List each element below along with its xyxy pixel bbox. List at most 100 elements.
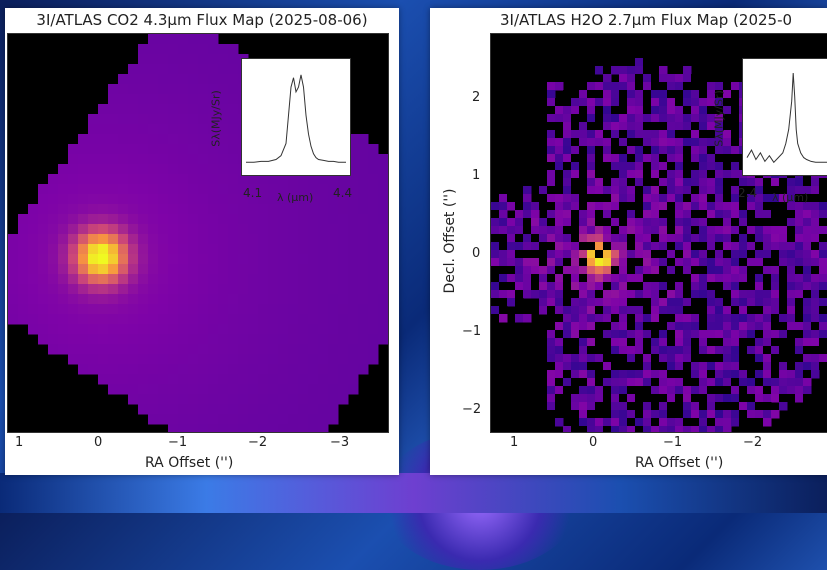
heatmap-cell	[218, 304, 229, 315]
heatmap-cell	[228, 364, 239, 375]
heatmap-cell	[747, 378, 756, 387]
heatmap-cell	[547, 170, 556, 179]
heatmap-cell	[523, 218, 532, 227]
heatmap-cell	[515, 266, 524, 275]
heatmap-cell	[308, 354, 319, 365]
heatmap-cell	[627, 98, 636, 107]
heatmap-cell	[811, 290, 820, 299]
heatmap-cell	[675, 170, 684, 179]
heatmap-cell	[739, 314, 748, 323]
heatmap-cell	[188, 304, 199, 315]
heatmap-cell	[491, 250, 500, 259]
heatmap-cell	[98, 184, 109, 195]
heatmap-cell	[318, 194, 329, 205]
heatmap-cell	[348, 244, 359, 255]
heatmap-cell	[611, 202, 620, 211]
heatmap-cell	[348, 334, 359, 345]
heatmap-cell	[587, 234, 596, 243]
heatmap-cell	[771, 290, 780, 299]
heatmap-cell	[148, 234, 159, 245]
heatmap-cell	[627, 306, 636, 315]
heatmap-cell	[338, 194, 349, 205]
heatmap-cell	[635, 226, 644, 235]
heatmap-cell	[328, 384, 339, 395]
heatmap-cell	[547, 194, 556, 203]
heatmap-cell	[499, 226, 508, 235]
heatmap-cell	[318, 274, 329, 285]
heatmap-cell	[795, 314, 804, 323]
heatmap-cell	[208, 364, 219, 375]
heatmap-cell	[358, 314, 369, 325]
heatmap-cell	[108, 344, 119, 355]
heatmap-cell	[771, 346, 780, 355]
heatmap-cell	[48, 254, 59, 265]
heatmap-cell	[819, 282, 827, 291]
heatmap-cell	[218, 134, 229, 145]
heatmap-cell	[811, 234, 820, 243]
heatmap-cell	[619, 250, 628, 259]
heatmap-cell	[747, 242, 756, 251]
heatmap-cell	[747, 298, 756, 307]
heatmap-cell	[779, 322, 788, 331]
heatmap-cell	[118, 284, 129, 295]
heatmap-cell	[198, 114, 209, 125]
heatmap-cell	[691, 242, 700, 251]
heatmap-cell	[699, 146, 708, 155]
heatmap-cell	[595, 82, 604, 91]
heatmap-cell	[627, 234, 636, 243]
heatmap-cell	[358, 284, 369, 295]
heatmap-cell	[138, 404, 149, 415]
heatmap-cell	[539, 274, 548, 283]
heatmap-cell	[587, 274, 596, 283]
heatmap-cell	[691, 410, 700, 419]
heatmap-cell	[723, 322, 732, 331]
heatmap-cell	[208, 284, 219, 295]
heatmap-cell	[683, 354, 692, 363]
heatmap-cell	[603, 194, 612, 203]
heatmap-cell	[258, 234, 269, 245]
heatmap-cell	[563, 298, 572, 307]
heatmap-cell	[715, 98, 724, 107]
heatmap-cell	[368, 154, 379, 165]
heatmap-cell	[571, 194, 580, 203]
heatmap-cell	[118, 304, 129, 315]
heatmap-cell	[563, 130, 572, 139]
heatmap-cell	[539, 282, 548, 291]
heatmap-cell	[48, 204, 59, 215]
heatmap-cell	[627, 202, 636, 211]
heatmap-cell	[515, 218, 524, 227]
heatmap-cell	[258, 224, 269, 235]
heatmap-cell	[723, 402, 732, 411]
heatmap-cell	[228, 244, 239, 255]
heatmap-cell	[378, 284, 388, 295]
heatmap-cell	[667, 426, 676, 432]
heatmap-cell	[659, 130, 668, 139]
y-tick-label: 2	[472, 90, 481, 105]
y-tick-label: 0	[472, 246, 481, 261]
heatmap-cell	[755, 306, 764, 315]
heatmap-cell	[571, 210, 580, 219]
heatmap-cell	[358, 324, 369, 335]
heatmap-cell	[699, 130, 708, 139]
heatmap-cell	[675, 290, 684, 299]
heatmap-cell	[595, 122, 604, 131]
heatmap-cell	[771, 234, 780, 243]
heatmap-cell	[148, 364, 159, 375]
heatmap-cell	[168, 164, 179, 175]
heatmap-cell	[178, 394, 189, 405]
heatmap-cell	[651, 82, 660, 91]
heatmap-cell	[691, 378, 700, 387]
heatmap-cell	[208, 104, 219, 115]
heatmap-cell	[318, 224, 329, 235]
heatmap-cell	[48, 234, 59, 245]
heatmap-cell	[78, 204, 89, 215]
heatmap-cell	[198, 84, 209, 95]
heatmap-cell	[715, 82, 724, 91]
heatmap-cell	[128, 234, 139, 245]
heatmap-cell	[378, 294, 388, 305]
heatmap-cell	[595, 234, 604, 243]
heatmap-cell	[378, 154, 388, 165]
heatmap-cell	[539, 298, 548, 307]
heatmap-cell	[198, 284, 209, 295]
heatmap-cell	[603, 282, 612, 291]
